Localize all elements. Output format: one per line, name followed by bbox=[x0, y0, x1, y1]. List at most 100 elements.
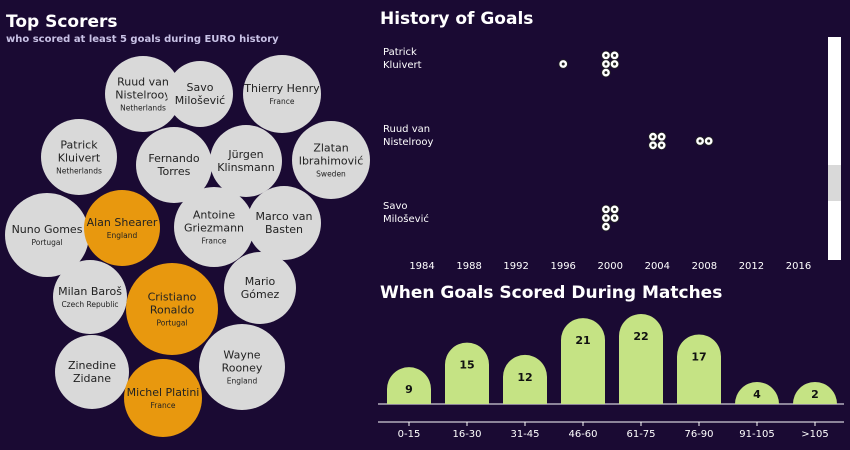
top-scorers-subtitle: who scored at least 5 goals during EURO … bbox=[6, 34, 279, 45]
bubble-name-label: Fernando bbox=[148, 152, 199, 165]
bubble-country-label: Netherlands bbox=[56, 167, 102, 176]
bubble-name-label: Zinedine bbox=[68, 359, 116, 372]
bar-shape bbox=[561, 318, 605, 404]
bubble-country-label: Sweden bbox=[316, 170, 346, 179]
history-of-goals-chart: Patrick Kluivert Ruud van Nistelrooy SavoMil… bbox=[383, 47, 811, 272]
bubble-country-label: England bbox=[107, 231, 138, 240]
bar-0-15: 9 0-15 bbox=[387, 367, 431, 440]
bubble-circle bbox=[5, 193, 89, 277]
bubble-circle bbox=[124, 359, 202, 437]
bubble-circle bbox=[292, 121, 370, 199]
history-row: Patrick Kluivert bbox=[383, 47, 620, 78]
history-player-label: Nistelrooy bbox=[383, 137, 433, 148]
bubble-circle bbox=[243, 55, 321, 133]
bubble-name-label: Antoine bbox=[193, 209, 236, 222]
bar-shape bbox=[445, 342, 489, 404]
bubble-alan-shearer[interactable]: Alan Shearer England bbox=[84, 190, 160, 266]
bar-shape bbox=[677, 334, 721, 404]
bar-shape bbox=[387, 367, 431, 404]
bubble-thierry-henry[interactable]: Thierry Henry France bbox=[243, 55, 321, 133]
top-scorers-title: Top Scorers bbox=[6, 12, 118, 32]
bubble-circle bbox=[55, 335, 129, 409]
bubble-name-label: Jürgen bbox=[227, 148, 263, 161]
bubble-name-label: Alan Shearer bbox=[87, 216, 158, 229]
bubble-nuno-gomes[interactable]: Nuno Gomes Portugal bbox=[5, 193, 89, 277]
bubble-michel-platini[interactable]: Michel Platini France bbox=[124, 359, 202, 437]
year-tick-label: 1992 bbox=[503, 261, 528, 272]
year-tick-label: 1996 bbox=[550, 261, 575, 272]
bubble-name-label: Thierry Henry bbox=[243, 82, 320, 95]
goal-ball bbox=[703, 136, 714, 146]
bubble-name-label: Zlatan bbox=[313, 142, 348, 155]
bubble-country-label: Portugal bbox=[156, 319, 187, 328]
history-row: Ruud van Nistelrooy bbox=[383, 124, 714, 151]
bubble-milan-baros[interactable]: Milan Baroš Czech Republic bbox=[53, 260, 127, 334]
year-tick-label: 2008 bbox=[692, 261, 717, 272]
goal-ball bbox=[609, 59, 620, 69]
bar-value-label: 9 bbox=[405, 383, 413, 396]
bubble-circle bbox=[167, 61, 233, 127]
history-player-label: Ruud van bbox=[383, 124, 430, 135]
bubble-country-label: England bbox=[227, 377, 258, 386]
goal-ball bbox=[601, 50, 611, 61]
bubble-name-label: Savo bbox=[187, 81, 214, 94]
bubble-name-label: Mario bbox=[245, 275, 276, 288]
bubble-circle bbox=[105, 56, 181, 132]
goal-ball bbox=[601, 221, 611, 232]
history-scrollbar[interactable] bbox=[828, 37, 841, 260]
bin-label: 91-105 bbox=[739, 429, 774, 440]
bubble-name-label: Kluivert bbox=[58, 152, 101, 165]
bubble-name-label: Cristiano bbox=[148, 291, 197, 304]
bar-value-label: 22 bbox=[633, 330, 648, 343]
bar-value-label: 15 bbox=[459, 359, 474, 372]
goal-ball bbox=[609, 213, 620, 223]
goal-ball bbox=[656, 140, 667, 151]
bar-value-label: 21 bbox=[575, 334, 590, 347]
bar-shape bbox=[619, 314, 663, 404]
bin-label: 46-60 bbox=[568, 429, 597, 440]
history-player-label: Savo bbox=[383, 201, 408, 212]
bar-value-label: 17 bbox=[691, 350, 706, 363]
goal-ball bbox=[558, 59, 568, 69]
bar-46-60: 21 46-60 bbox=[561, 318, 605, 440]
history-scroll-thumb[interactable] bbox=[828, 165, 841, 201]
bubble-name-label: Torres bbox=[157, 165, 191, 178]
bubble-circle bbox=[210, 125, 282, 197]
bubble-country-label: France bbox=[202, 237, 227, 246]
top-scorers-bubble-chart: Ruud vanNistelrooyNetherlandsSavoMilošev… bbox=[5, 55, 370, 437]
bar-16-30: 15 16-30 bbox=[445, 342, 489, 440]
bubble-circle bbox=[224, 252, 296, 324]
goal-ball bbox=[609, 50, 620, 61]
bubble-name-label: Ronaldo bbox=[150, 304, 195, 317]
history-of-goals-title: History of Goals bbox=[380, 9, 534, 29]
bubble-circle bbox=[199, 324, 285, 410]
bubble-circle bbox=[174, 187, 254, 267]
bubble-name-label: Klinsmann bbox=[217, 161, 274, 174]
year-tick-label: 1984 bbox=[409, 261, 434, 272]
bubble-country-label: Czech Republic bbox=[61, 300, 118, 309]
bin-label: 76-90 bbox=[684, 429, 713, 440]
bubble-circle bbox=[247, 186, 321, 260]
bar-91-105: 4 91-105 bbox=[735, 382, 779, 440]
bubble-name-label: Ibrahimović bbox=[299, 155, 364, 168]
bubble-name-label: Nistelrooy bbox=[115, 89, 171, 102]
bubble-name-label: Milošević bbox=[175, 94, 225, 107]
bin-label: 61-75 bbox=[626, 429, 655, 440]
bubble-name-label: Griezmann bbox=[184, 222, 244, 235]
bar-31-45: 12 31-45 bbox=[503, 354, 547, 440]
bubble-country-label: France bbox=[270, 97, 295, 106]
